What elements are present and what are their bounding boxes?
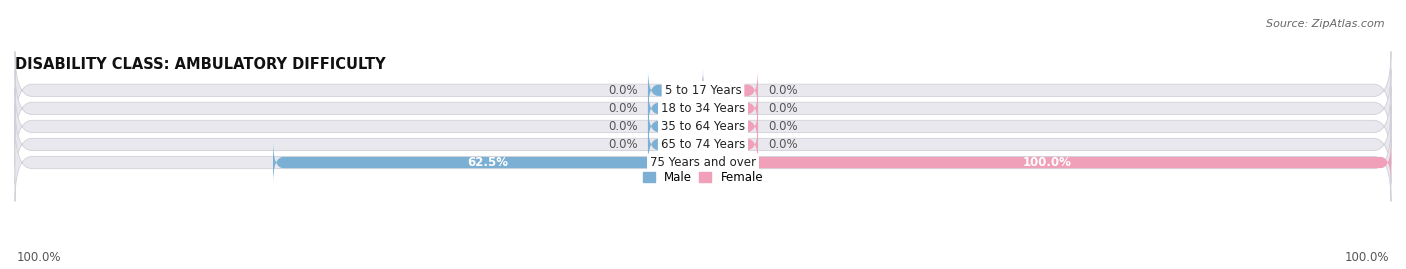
FancyBboxPatch shape bbox=[15, 51, 1391, 129]
FancyBboxPatch shape bbox=[648, 87, 703, 130]
FancyBboxPatch shape bbox=[703, 123, 758, 166]
Text: 0.0%: 0.0% bbox=[607, 102, 638, 115]
Text: 18 to 34 Years: 18 to 34 Years bbox=[661, 102, 745, 115]
Text: 100.0%: 100.0% bbox=[17, 251, 62, 264]
Text: 0.0%: 0.0% bbox=[768, 138, 799, 151]
Text: 65 to 74 Years: 65 to 74 Years bbox=[661, 138, 745, 151]
FancyBboxPatch shape bbox=[648, 69, 703, 112]
Text: 0.0%: 0.0% bbox=[768, 120, 799, 133]
FancyBboxPatch shape bbox=[703, 69, 758, 112]
Text: 35 to 64 Years: 35 to 64 Years bbox=[661, 120, 745, 133]
Text: 100.0%: 100.0% bbox=[1344, 251, 1389, 264]
Text: 5 to 17 Years: 5 to 17 Years bbox=[665, 84, 741, 97]
Text: 75 Years and over: 75 Years and over bbox=[650, 156, 756, 169]
FancyBboxPatch shape bbox=[15, 87, 1391, 165]
Text: DISABILITY CLASS: AMBULATORY DIFFICULTY: DISABILITY CLASS: AMBULATORY DIFFICULTY bbox=[15, 57, 385, 72]
FancyBboxPatch shape bbox=[648, 123, 703, 166]
Text: 0.0%: 0.0% bbox=[607, 138, 638, 151]
Text: 0.0%: 0.0% bbox=[768, 102, 799, 115]
FancyBboxPatch shape bbox=[703, 141, 1391, 184]
Text: 100.0%: 100.0% bbox=[1022, 156, 1071, 169]
FancyBboxPatch shape bbox=[15, 69, 1391, 147]
FancyBboxPatch shape bbox=[648, 105, 703, 148]
FancyBboxPatch shape bbox=[703, 105, 758, 148]
Text: 0.0%: 0.0% bbox=[607, 84, 638, 97]
FancyBboxPatch shape bbox=[703, 87, 758, 130]
Text: Source: ZipAtlas.com: Source: ZipAtlas.com bbox=[1267, 19, 1385, 29]
FancyBboxPatch shape bbox=[15, 105, 1391, 183]
Text: 0.0%: 0.0% bbox=[768, 84, 799, 97]
Text: 0.0%: 0.0% bbox=[607, 120, 638, 133]
Text: 62.5%: 62.5% bbox=[468, 156, 509, 169]
FancyBboxPatch shape bbox=[273, 141, 703, 184]
Legend: Male, Female: Male, Female bbox=[641, 169, 765, 187]
FancyBboxPatch shape bbox=[15, 123, 1391, 201]
